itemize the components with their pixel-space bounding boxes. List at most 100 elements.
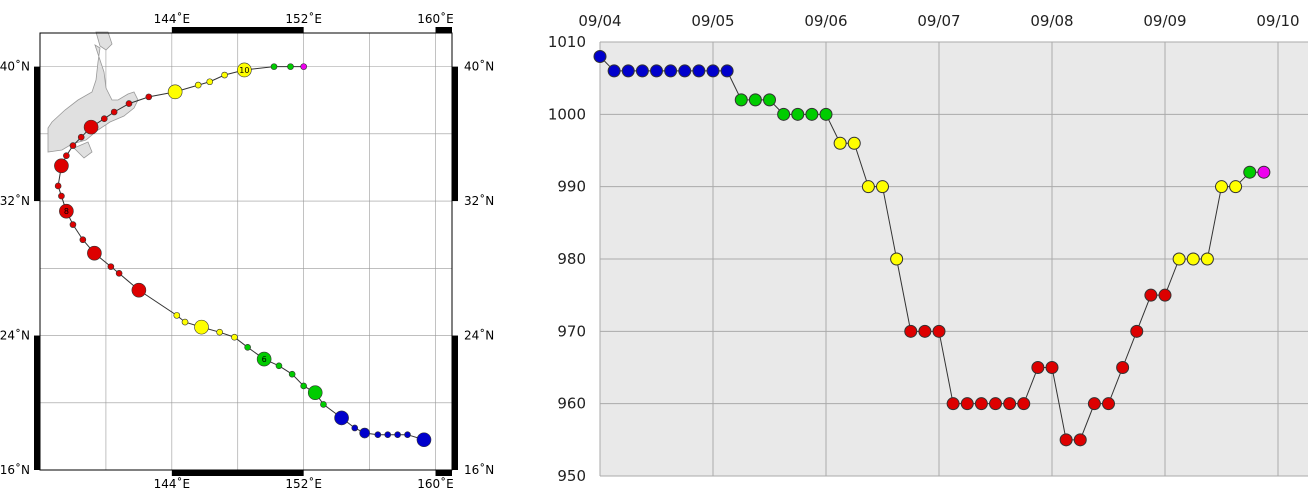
pressure-point xyxy=(593,49,607,63)
pressure-point xyxy=(819,107,833,121)
date-labels: 09/04 09/05 09/06 09/07 09/08 09/09 09/10 xyxy=(578,12,1299,30)
track-point xyxy=(288,370,296,378)
lon-label-bottom: 144˚E xyxy=(154,476,191,488)
track-point xyxy=(256,351,272,367)
pressure-point xyxy=(777,107,791,121)
track-point xyxy=(404,431,411,439)
lat-label-right: 32˚N xyxy=(464,193,494,208)
pressure-point xyxy=(932,324,946,338)
pressure-label: 1000 xyxy=(548,105,586,123)
track-point xyxy=(287,63,294,70)
track-point xyxy=(58,192,65,200)
track-point xyxy=(384,431,392,439)
pressure-point xyxy=(1257,165,1271,179)
frame-band xyxy=(34,335,40,470)
lat-label-right: 24˚N xyxy=(464,328,494,343)
frame-band xyxy=(435,27,452,33)
pressure-point xyxy=(678,64,692,78)
pressure-point xyxy=(763,93,776,107)
frame-band xyxy=(435,470,452,476)
pressure-point xyxy=(1130,324,1144,338)
pressure-point xyxy=(720,64,734,78)
track-point xyxy=(244,344,251,351)
date-label: 09/10 xyxy=(1256,12,1299,30)
pressure-label: 960 xyxy=(557,395,586,413)
pressure-point xyxy=(1243,165,1257,179)
track-point xyxy=(231,333,238,341)
map-frame xyxy=(34,27,458,476)
track-point xyxy=(54,182,62,190)
pressure-point xyxy=(1158,288,1172,302)
date-label: 09/07 xyxy=(917,12,960,30)
pressure-point xyxy=(1087,397,1101,411)
pressure-point xyxy=(1229,180,1243,194)
track-point xyxy=(206,78,214,86)
pressure-points xyxy=(593,49,1271,447)
pressure-point xyxy=(960,397,974,411)
pressure-point xyxy=(664,64,678,78)
pressure-labels: 950 960 970 980 990 1000 1010 xyxy=(548,33,586,485)
track-point xyxy=(145,93,153,101)
pressure-point xyxy=(734,93,748,107)
lat-label-right: 40˚N xyxy=(464,59,494,74)
lat-label-left: 40˚N xyxy=(0,59,30,74)
track-point xyxy=(307,385,323,400)
date-label: 09/04 xyxy=(578,12,621,30)
pressure-point xyxy=(635,64,649,78)
pressure-label: 990 xyxy=(557,178,586,196)
track-point xyxy=(100,115,108,123)
track-point xyxy=(83,119,99,135)
track-point xyxy=(63,152,70,159)
pressure-point xyxy=(1003,397,1017,411)
date-label: 09/09 xyxy=(1143,12,1186,30)
track-point xyxy=(69,221,77,228)
pressure-point xyxy=(692,64,706,78)
pressure-point xyxy=(1045,361,1059,374)
pressure-point xyxy=(1200,252,1214,266)
track-point xyxy=(194,81,202,89)
pressure-point xyxy=(621,64,635,78)
pressure-point xyxy=(861,180,875,194)
track-day-label: 8 xyxy=(64,207,69,216)
pressure-point xyxy=(1172,252,1186,266)
lon-label-bottom: 160˚E xyxy=(417,476,454,488)
track-point xyxy=(216,328,223,336)
track-point xyxy=(167,84,183,100)
pressure-point xyxy=(904,324,918,338)
pressure-point xyxy=(1215,180,1228,194)
track-point xyxy=(270,63,278,70)
pressure-point xyxy=(974,397,988,411)
northern-island-land xyxy=(95,31,113,51)
track-point xyxy=(320,401,327,408)
pressure-chart: 09/04 09/05 09/06 09/07 09/08 09/09 09/10 9509… xyxy=(548,12,1308,485)
track-point xyxy=(351,424,359,432)
lat-label-left: 16˚N xyxy=(0,462,30,477)
pressure-point xyxy=(1102,397,1115,411)
track-point xyxy=(77,133,85,141)
date-label: 09/08 xyxy=(1030,12,1073,30)
track-point xyxy=(59,203,74,219)
pressure-point xyxy=(1073,433,1087,447)
pressure-point xyxy=(748,93,762,107)
map-grid xyxy=(40,33,452,470)
track-point xyxy=(394,431,401,439)
pressure-label: 1010 xyxy=(548,33,586,51)
track-line xyxy=(57,66,425,441)
pressure-point xyxy=(706,64,720,78)
track-point xyxy=(359,427,370,439)
track-point xyxy=(181,318,189,326)
pressure-point xyxy=(1186,252,1200,266)
pressure-point xyxy=(1116,361,1130,374)
pressure-label: 970 xyxy=(557,322,586,340)
track-point xyxy=(221,71,228,79)
pressure-point xyxy=(890,252,904,266)
track-point xyxy=(87,245,102,261)
frame-band xyxy=(452,66,458,202)
pressure-label: 950 xyxy=(557,467,586,485)
pressure-point xyxy=(805,107,819,121)
pressure-point xyxy=(650,64,663,78)
map-tick-labels: 144˚E 144˚E 152˚E 152˚E 160˚E 160˚E 16˚N 16˚N 24… xyxy=(0,11,494,488)
track-point xyxy=(194,319,209,335)
track-point xyxy=(416,432,432,448)
